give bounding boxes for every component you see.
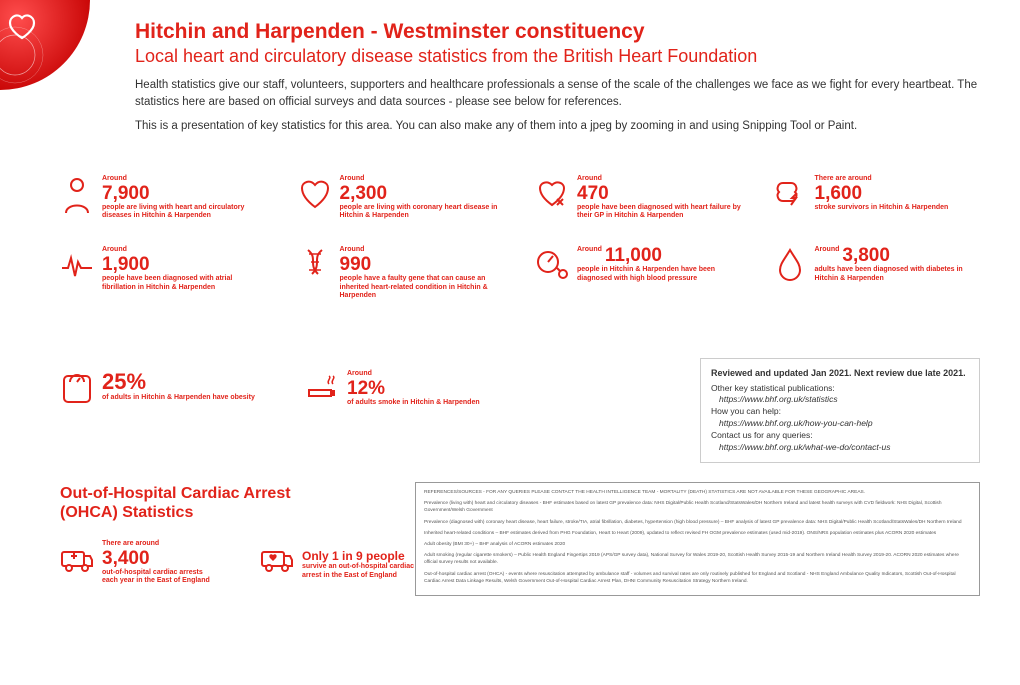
- ambulance-icon: [60, 540, 94, 580]
- references-box: REFERENCES/SOURCES - FOR ANY QUERIES PLE…: [415, 482, 980, 596]
- stat-hcd: Around 7,900 people are living with hear…: [60, 175, 268, 221]
- bp-gauge-icon: [535, 246, 569, 286]
- stat-bp: Around11,000 people in Hitchin & Harpend…: [535, 246, 743, 301]
- ohca-stats: There are around 3,400 out-of-hospital c…: [60, 540, 430, 586]
- cigarette-icon: [305, 370, 339, 410]
- heart-fail-icon: [535, 175, 569, 215]
- ecg-icon: [60, 246, 94, 286]
- stat-ohca-survival: Only 1 in 9 people survive an out-of-hos…: [260, 540, 430, 586]
- stat-diabetes: Around3,800 adults have been diagnosed w…: [773, 246, 981, 301]
- scale-icon: [60, 370, 94, 410]
- dna-icon: [298, 246, 332, 286]
- stat-obesity: 25% of adults in Hitchin & Harpenden hav…: [60, 370, 275, 410]
- drop-icon: [773, 246, 807, 286]
- ohca-heading: Out-of-Hospital Cardiac Arrest (OHCA) St…: [60, 484, 340, 522]
- page-subtitle: Local heart and circulatory disease stat…: [135, 46, 980, 67]
- stat-chd: Around 2,300 people are living with coro…: [298, 175, 506, 221]
- stats-link[interactable]: https://www.bhf.org.uk/statistics: [711, 394, 969, 406]
- info-box: Reviewed and updated Jan 2021. Next revi…: [700, 358, 980, 463]
- brain-bolt-icon: [773, 175, 807, 215]
- stat-gene: Around 990 people have a faulty gene tha…: [298, 246, 506, 301]
- intro-paragraph: Health statistics give our staff, volunt…: [135, 77, 980, 110]
- intro-paragraph: This is a presentation of key statistics…: [135, 118, 980, 135]
- header: Hitchin and Harpenden - Westminster cons…: [135, 20, 980, 143]
- stat-smoking: Around 12% of adults smoke in Hitchin & …: [305, 370, 520, 410]
- help-link[interactable]: https://www.bhf.org.uk/how-you-can-help: [711, 418, 969, 430]
- page-title: Hitchin and Harpenden - Westminster cons…: [135, 20, 980, 44]
- stat-af: Around 1,900 people have been diagnosed …: [60, 246, 268, 301]
- contact-link[interactable]: https://www.bhf.org.uk/what-we-do/contac…: [711, 442, 969, 454]
- person-icon: [60, 175, 94, 215]
- stat-stroke: There are around 1,600 stroke survivors …: [773, 175, 981, 221]
- stat-hf: Around 470 people have been diagnosed wi…: [535, 175, 743, 221]
- stat-ohca-count: There are around 3,400 out-of-hospital c…: [60, 540, 220, 586]
- stats-grid: Around 7,900 people are living with hear…: [60, 175, 980, 326]
- ambulance-heart-icon: [260, 540, 294, 580]
- bhf-corner-logo: [0, 0, 90, 90]
- heart-icon: [298, 175, 332, 215]
